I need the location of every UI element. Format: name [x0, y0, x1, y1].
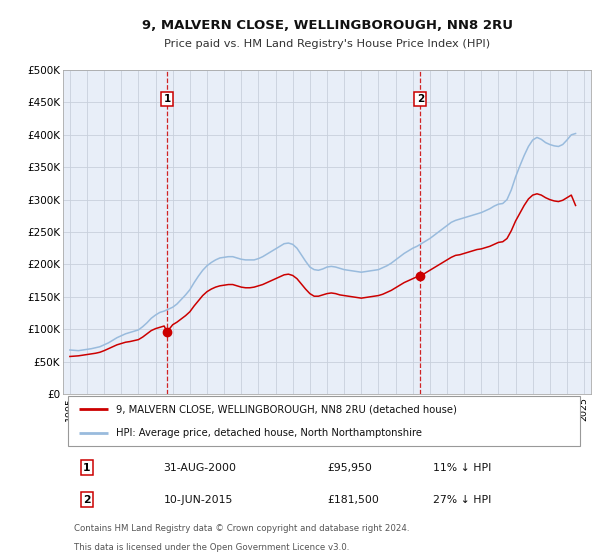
Text: £181,500: £181,500: [327, 495, 379, 505]
Text: HPI: Average price, detached house, North Northamptonshire: HPI: Average price, detached house, Nort…: [116, 428, 422, 438]
Text: 2: 2: [416, 94, 424, 104]
Text: Contains HM Land Registry data © Crown copyright and database right 2024.: Contains HM Land Registry data © Crown c…: [74, 524, 409, 533]
Text: 11% ↓ HPI: 11% ↓ HPI: [433, 463, 491, 473]
Text: 1: 1: [83, 463, 91, 473]
Text: £95,950: £95,950: [327, 463, 372, 473]
FancyBboxPatch shape: [68, 396, 580, 446]
Text: 31-AUG-2000: 31-AUG-2000: [163, 463, 236, 473]
Text: 9, MALVERN CLOSE, WELLINGBOROUGH, NN8 2RU (detached house): 9, MALVERN CLOSE, WELLINGBOROUGH, NN8 2R…: [116, 404, 457, 414]
Text: 1: 1: [163, 94, 170, 104]
Text: 10-JUN-2015: 10-JUN-2015: [163, 495, 233, 505]
Text: 27% ↓ HPI: 27% ↓ HPI: [433, 495, 491, 505]
Text: 9, MALVERN CLOSE, WELLINGBOROUGH, NN8 2RU: 9, MALVERN CLOSE, WELLINGBOROUGH, NN8 2R…: [142, 18, 512, 32]
Text: 2: 2: [83, 495, 91, 505]
Text: This data is licensed under the Open Government Licence v3.0.: This data is licensed under the Open Gov…: [74, 543, 349, 552]
Text: Price paid vs. HM Land Registry's House Price Index (HPI): Price paid vs. HM Land Registry's House …: [164, 39, 490, 49]
